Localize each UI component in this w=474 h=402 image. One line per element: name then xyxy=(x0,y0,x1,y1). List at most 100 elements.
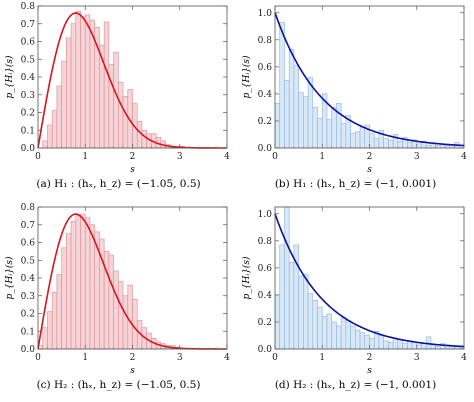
x-tick-label: 3 xyxy=(414,152,420,162)
histogram-bar xyxy=(369,337,375,350)
caption-d: (d) H₂ : (hₓ, h_z) = (−1, 0.001) xyxy=(274,379,437,391)
histogram-bar xyxy=(383,138,389,149)
histogram-bar xyxy=(84,217,91,350)
x-tick-label: 4 xyxy=(224,152,230,162)
histogram-bar xyxy=(359,127,366,149)
y-tick-label: 0.0 xyxy=(258,345,273,355)
histogram-bar xyxy=(416,344,422,350)
chart-c: 0 1 2 3 4 0.0 0.1 0.2 0.3 0.4 0.5 0.6 0.7 0.8 s p_{Hᵢ}(… xyxy=(4,203,230,376)
histogram-bar xyxy=(388,341,394,350)
y-tick-label: 0.3 xyxy=(21,91,36,101)
histogram-bar xyxy=(397,339,403,350)
x-tick-label: 2 xyxy=(130,353,136,363)
y-tick-label: 0.4 xyxy=(258,90,273,100)
histogram-bar xyxy=(51,291,58,350)
chart-a: 0 1 2 3 4 0.0 0.1 0.2 0.3 0.4 0.5 0.6 0.7 0.8 s p_{Hᵢ}(… xyxy=(4,2,230,175)
histogram-bar xyxy=(284,206,290,350)
histogram-bar xyxy=(47,124,53,149)
x-tick-label: 0 xyxy=(35,353,41,363)
histogram-bar xyxy=(430,344,436,350)
histogram-bar xyxy=(56,274,62,350)
histogram-bar xyxy=(113,51,119,149)
x-tick-label: 1 xyxy=(82,152,88,162)
histogram-bar xyxy=(307,293,314,350)
caption-c: (c) H₂ : (hₓ, h_z) = (−1.05, 0.5) xyxy=(36,379,201,391)
theory-curve xyxy=(274,213,465,348)
histogram-bar xyxy=(312,107,318,149)
histogram-bar xyxy=(108,254,114,350)
y-tick-label: 0.0 xyxy=(21,144,36,154)
histogram-bar xyxy=(80,213,86,350)
y-tick-label: 0.8 xyxy=(258,36,273,46)
x-tick-label: 3 xyxy=(177,152,183,162)
histogram-bar xyxy=(312,300,318,350)
histogram-bar xyxy=(326,313,332,350)
histogram-bar xyxy=(411,341,418,350)
x-tick-label: 4 xyxy=(461,152,467,162)
histogram-bar xyxy=(383,340,389,350)
histogram-bar xyxy=(355,329,361,350)
histogram-bar xyxy=(345,320,351,350)
x-axis-label: s xyxy=(367,366,372,376)
histogram-bar xyxy=(122,295,129,350)
y-tick-label: 0.4 xyxy=(258,291,273,301)
histogram-bar xyxy=(56,85,62,149)
histogram-bar xyxy=(407,142,413,149)
histogram-bar xyxy=(317,306,323,350)
x-tick-label: 4 xyxy=(224,353,230,363)
histogram-bar xyxy=(66,37,72,149)
histogram-bar xyxy=(317,117,323,149)
panel-c: 0 1 2 3 4 0.0 0.1 0.2 0.3 0.4 0.5 0.6 0.7 0.8 s p_{Hᵢ}(… xyxy=(0,201,237,402)
histogram-bar xyxy=(279,21,285,149)
y-tick-label: 0.5 xyxy=(21,256,36,266)
histogram-bar xyxy=(331,321,337,350)
histogram-bar xyxy=(435,144,441,149)
x-tick-label: 1 xyxy=(319,353,325,363)
y-tick-label: 0.8 xyxy=(21,2,36,12)
x-tick-label: 0 xyxy=(272,353,278,363)
x-axis-label: s xyxy=(367,165,372,175)
histogram-bar xyxy=(307,77,314,149)
histogram-bar xyxy=(274,103,281,149)
histogram-bar xyxy=(340,123,347,149)
caption-a: (a) H₁ : (hₓ, h_z) = (−1.05, 0.5) xyxy=(36,178,201,190)
y-tick-label: 0.8 xyxy=(258,237,273,247)
histogram-bar xyxy=(70,220,77,350)
histogram-bar xyxy=(70,23,77,149)
histogram-bar xyxy=(293,65,299,149)
y-tick-label: 0.0 xyxy=(258,144,273,154)
histogram xyxy=(42,11,185,149)
histogram-bar xyxy=(369,132,375,149)
histogram-bar xyxy=(435,345,441,350)
histogram-bar xyxy=(42,140,48,149)
histogram-bar xyxy=(80,16,86,149)
histogram-bar xyxy=(141,129,147,149)
x-tick-label: 0 xyxy=(272,152,278,162)
x-axis-label: s xyxy=(130,366,135,376)
histogram-bar xyxy=(402,343,408,350)
histogram-bar xyxy=(279,244,285,350)
y-tick-label: 0.2 xyxy=(21,109,35,119)
histogram-bar xyxy=(336,325,342,350)
histogram-bar xyxy=(373,138,380,149)
histogram-bar xyxy=(416,143,422,149)
histogram-bar xyxy=(303,96,309,149)
histogram-bar xyxy=(89,224,95,350)
histogram-bar xyxy=(288,48,295,149)
histogram-bar xyxy=(298,92,304,149)
histogram-bar xyxy=(132,299,138,350)
x-tick-label: 0 xyxy=(35,152,41,162)
y-tick-label: 0.1 xyxy=(21,126,35,136)
y-tick-label: 1.0 xyxy=(258,210,273,220)
histogram-bar xyxy=(61,60,67,149)
histogram-bar xyxy=(118,281,124,350)
y-tick-label: 0.4 xyxy=(21,73,36,83)
histogram-bar xyxy=(84,14,91,149)
y-tick-label: 0.6 xyxy=(258,264,273,274)
histogram-bar xyxy=(350,325,356,350)
y-tick-label: 0.5 xyxy=(21,55,36,65)
caption-b: (b) H₁ : (hₓ, h_z) = (−1, 0.001) xyxy=(274,178,437,190)
histogram-bar xyxy=(378,335,384,350)
histogram-bar xyxy=(288,262,295,350)
panel-a: 0 1 2 3 4 0.0 0.1 0.2 0.3 0.4 0.5 0.6 0.7 0.8 s p_{Hᵢ}(… xyxy=(0,0,237,201)
